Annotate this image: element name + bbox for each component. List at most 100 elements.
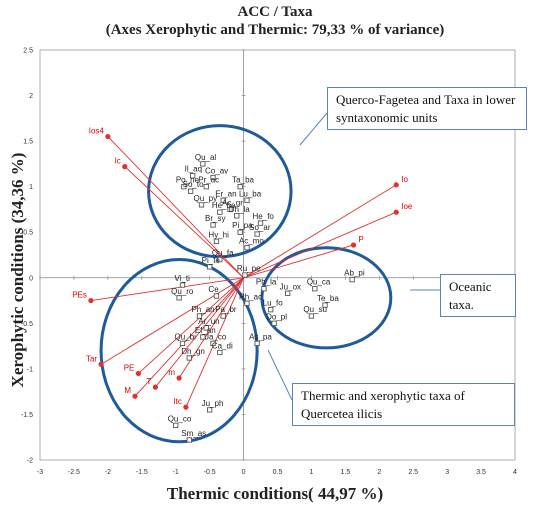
species-label-Dh_la: Dh_la xyxy=(229,205,250,214)
callout-line-thermic xyxy=(267,349,293,401)
species-point-Vi_ti xyxy=(179,282,186,288)
y-tick-label: 1.5 xyxy=(23,139,33,146)
y-tick-label: 2 xyxy=(29,93,33,100)
species-point-Hy_hi xyxy=(213,238,220,244)
env-label-Ic: Ic xyxy=(115,157,121,166)
species-point-Qu_py xyxy=(198,202,205,208)
y-axis-label: Xerophytic conditions (34,36 %) xyxy=(8,152,27,388)
species-label-Ab_pi: Ab_pi xyxy=(344,269,365,278)
env-point-Io xyxy=(393,182,399,188)
species-point-Ph_an xyxy=(196,313,203,319)
env-vector-Ic xyxy=(124,166,244,279)
env-vector-m xyxy=(178,277,244,379)
species-label-Pa_br: Pa_br xyxy=(215,305,237,314)
species-label-Il_aq: Il_aq xyxy=(185,165,202,174)
species-label-Ar_un: Ar_un xyxy=(198,317,219,326)
species-label-Rh_ac: Rh_ac xyxy=(239,292,262,301)
species-label-Ju_ph: Ju_ph xyxy=(202,399,224,408)
y-tick-label: -0.5 xyxy=(21,321,33,328)
species-point-Ce xyxy=(213,293,220,299)
env-vector-M xyxy=(134,277,244,397)
x-tick-label: -2.5 xyxy=(68,469,80,476)
species-point-Lu_fo xyxy=(268,307,274,313)
species-point-Pi_te xyxy=(206,264,213,270)
species-point-So_ar xyxy=(254,231,260,237)
env-label-PE: PE xyxy=(124,363,135,372)
y-tick-label: -2 xyxy=(27,458,33,465)
species-point-Er_an xyxy=(220,197,226,203)
annotation-oceanic: Oceanic taxa. xyxy=(440,274,516,318)
y-tick-label: -1 xyxy=(27,366,33,373)
species-label-Te_ba: Te_ba xyxy=(317,294,339,303)
species-label-Ph_an: Ph_an xyxy=(191,305,214,314)
species-point-Qu_bi xyxy=(179,340,186,347)
group-ellipse-3 xyxy=(260,246,393,350)
species-label-Qu_al: Qu_al xyxy=(195,153,217,162)
species-point-Pr_ac xyxy=(203,184,209,190)
species-point-Rh_ac xyxy=(244,300,250,306)
species-point-Ef_an xyxy=(200,334,206,340)
env-label-Ios4: Ios4 xyxy=(89,127,105,136)
species-point-Te_ba xyxy=(322,302,328,308)
species-label-Ef_an: Ef_an xyxy=(195,326,216,335)
env-label-PEs: PEs xyxy=(72,291,87,300)
species-point-Ca_di xyxy=(217,349,223,356)
species-label-Pr_ac: Pr_ac xyxy=(198,176,219,185)
x-tick-label: -2 xyxy=(105,469,111,476)
env-point-Ioe xyxy=(393,209,399,215)
species-label-Qu_fa: Qu_fa xyxy=(212,249,234,258)
species-label-Qu_su: Qu_su xyxy=(303,305,327,314)
species-point-Pi_pa xyxy=(237,229,243,235)
x-tick-label: 1 xyxy=(309,469,313,476)
x-tick-label: 0 xyxy=(242,469,246,476)
env-point-m xyxy=(176,375,182,381)
group-ellipse-2 xyxy=(99,258,259,444)
env-vector-T xyxy=(155,277,244,388)
env-label-m: m xyxy=(168,368,175,377)
species-label-He_he: He_he xyxy=(212,201,236,210)
species-point-Ab_pi xyxy=(349,276,355,283)
env-vector-P xyxy=(243,244,354,279)
species-point-Qu_ca xyxy=(312,286,318,292)
species-point-Po_ne xyxy=(181,184,187,190)
species-point-Ac_mo xyxy=(244,245,250,251)
annotation-thermic-xerophytic: Thermic and xerophytic taxa of Quercetea… xyxy=(292,383,515,427)
species-label-Lu_fo: Lu_fo xyxy=(263,299,284,308)
x-tick-label: 2 xyxy=(377,469,381,476)
env-vector-Tar xyxy=(100,277,244,365)
species-label-Ca_di: Ca_di xyxy=(212,341,233,350)
species-label-So_to: So_to xyxy=(183,180,204,189)
species-point-Dh_gn xyxy=(186,355,192,361)
species-point-Ju_ph xyxy=(206,407,213,413)
x-tick-label: -0.5 xyxy=(204,469,216,476)
env-point-Ios4 xyxy=(105,133,111,140)
env-vector-PE xyxy=(138,277,244,374)
species-label-Ru_pe: Ru_pe xyxy=(237,264,261,273)
species-label-Qu_co: Qu_co xyxy=(168,414,192,423)
species-point-Ac_gr xyxy=(227,206,233,213)
species-point-Qu_fa xyxy=(217,256,223,263)
species-point-Il_aq xyxy=(190,173,196,179)
species-label-Ju_ox: Ju_ox xyxy=(280,282,301,291)
env-label-Tar: Tar xyxy=(86,354,97,363)
x-tick-label: 2.5 xyxy=(408,469,418,476)
species-label-Sm_as: Sm_as xyxy=(181,429,206,438)
species-point-So_to xyxy=(187,188,194,194)
env-label-Io: Io xyxy=(401,175,408,184)
species-label-Ac_gr: Ac_gr xyxy=(222,198,243,207)
species-point-Sm_as xyxy=(186,437,192,443)
species-point-Ja_co xyxy=(210,340,216,347)
species-point-Do_pl xyxy=(271,320,277,326)
species-label-Do_pl: Do_pl xyxy=(266,312,287,321)
env-point-T xyxy=(152,384,158,390)
x-tick-label: -1 xyxy=(173,469,179,476)
x-tick-label: 0.5 xyxy=(273,469,283,476)
env-point-Tar xyxy=(98,361,104,367)
env-point-M xyxy=(132,393,138,399)
x-tick-label: 3.5 xyxy=(476,469,486,476)
env-label-Itc: Itc xyxy=(173,397,181,406)
env-label-Ioe: Ioe xyxy=(401,202,413,211)
group-ellipse-1 xyxy=(147,124,293,259)
species-label-As_pa: As_pa xyxy=(249,332,272,341)
